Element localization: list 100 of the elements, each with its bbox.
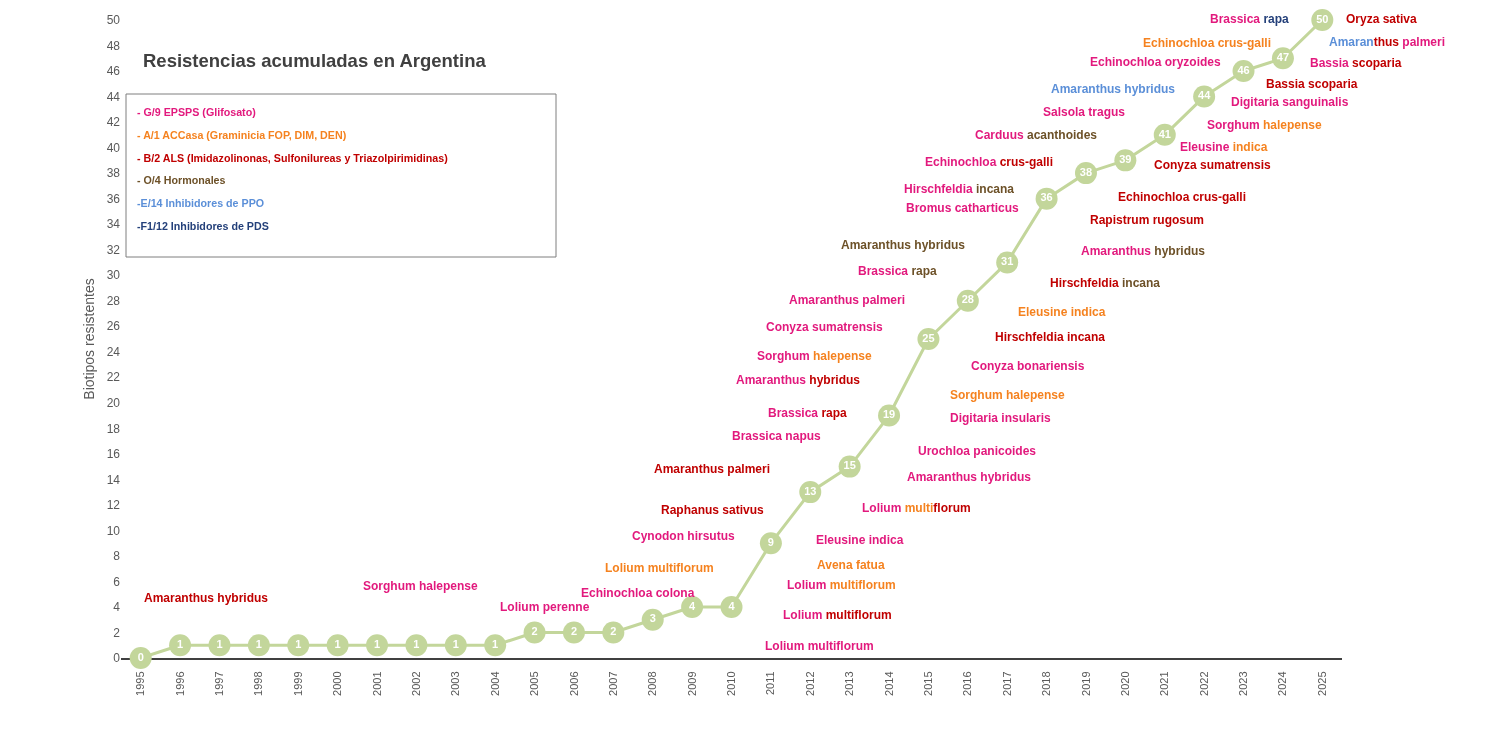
data-label: 1 — [373, 637, 381, 650]
annotation: Lolium multiflorum — [862, 501, 971, 515]
x-tick-label: 2003 — [449, 671, 462, 696]
annotation: Amaranthus palmeri — [789, 293, 906, 307]
data-label: 15 — [843, 459, 856, 472]
annotation: - A/1 ACCasa (Graminicia FOP, DIM, DEN) — [137, 129, 347, 141]
y-tick-label: 24 — [106, 344, 121, 359]
y-tick-label: 4 — [113, 600, 121, 615]
data-label: 1 — [334, 637, 341, 650]
y-tick-label: 22 — [106, 370, 121, 385]
x-tick-label: 2025 — [1315, 671, 1328, 696]
x-tick-label: 1995 — [134, 671, 147, 696]
annotation: Digitaria insularis — [950, 411, 1052, 425]
point — [641, 608, 664, 631]
y-axis-title: Biotipos resistentes — [81, 278, 98, 400]
data-label: 46 — [1237, 63, 1250, 76]
x-tick-label: 2002 — [409, 671, 422, 696]
annotation: Bassia scoparia — [1266, 77, 1358, 91]
y-tick-label: 34 — [106, 217, 121, 232]
x-tick-label: 2012 — [803, 671, 816, 696]
annotation: Echinochloa colona — [581, 586, 695, 600]
x-tick-label: 2021 — [1158, 671, 1171, 696]
annotation: Sorghum halepense — [757, 349, 873, 363]
x-tick-label: 2005 — [528, 671, 541, 696]
data-label: 1 — [413, 637, 420, 650]
y-tick-label: 2 — [113, 625, 121, 640]
x-tick-label: 2004 — [488, 671, 501, 696]
annotation: Amaranthus hybridus — [736, 373, 861, 387]
data-label: 1 — [452, 637, 459, 650]
annotation: Bromus catharticus — [906, 201, 1020, 215]
annotation: Echinochloa crus-galli — [1143, 36, 1272, 50]
x-tick-label: 2008 — [646, 671, 659, 696]
x-tick-label: 2000 — [331, 671, 344, 696]
annotation: Eleusine indica — [1180, 140, 1268, 154]
annotation: Sorghum halepense — [1207, 118, 1323, 132]
y-tick-label: 12 — [106, 498, 121, 513]
y-tick-label: 6 — [113, 574, 121, 589]
data-label: 1 — [492, 637, 499, 650]
x-tick-label: 1999 — [291, 671, 304, 696]
data-label: 28 — [961, 293, 974, 306]
data-label: 2 — [570, 625, 578, 638]
y-tick-label: 18 — [106, 421, 121, 436]
y-tick-label: 32 — [106, 242, 121, 257]
annotation: Sorghum halepense — [950, 388, 1066, 402]
x-tick-label: 1998 — [252, 671, 265, 696]
y-tick-label: 50 — [106, 13, 121, 28]
annotation: Echinochloa crus-galli — [1118, 190, 1247, 204]
annotation: Sorghum halepense — [363, 579, 479, 593]
data-label: 1 — [177, 637, 184, 650]
data-label: 50 — [1316, 12, 1329, 25]
point — [444, 634, 467, 657]
annotation: Conyza sumatrensis — [1154, 158, 1272, 172]
x-tick-label: 1997 — [213, 671, 226, 696]
point — [208, 634, 231, 657]
annotation: Brassica rapa — [858, 264, 938, 278]
x-tick-label: 2013 — [843, 671, 856, 696]
point — [247, 634, 270, 657]
point — [602, 621, 625, 644]
x-tick-label: 2011 — [764, 671, 777, 696]
x-tick-label: 2024 — [1276, 671, 1289, 696]
text: Resistencias acumuladas en Argentina — [143, 50, 487, 72]
data-label: 19 — [882, 408, 896, 421]
data-label: 36 — [1040, 191, 1053, 204]
annotation: Amaranthus hybridus — [841, 238, 966, 252]
annotation: -F1/12 Inhibidores de PDS — [137, 220, 269, 232]
x-tick-label: 2015 — [922, 671, 935, 696]
data-label: 1 — [255, 637, 262, 650]
x-tick-label: 2023 — [1237, 671, 1250, 696]
x-tick-label: 2010 — [725, 671, 738, 696]
annotation: Amaranthus hybridus — [1051, 82, 1176, 96]
data-label: 3 — [649, 612, 656, 625]
point — [405, 634, 428, 657]
data-label: 1 — [216, 637, 223, 650]
annotation: Amaranthus palmeri — [654, 462, 771, 476]
y-tick-label: 48 — [106, 38, 121, 53]
data-label: 13 — [804, 484, 817, 497]
data-label: 31 — [1001, 255, 1014, 268]
annotation: Brassica rapa — [1210, 12, 1290, 26]
annotation: Rapistrum rugosum — [1090, 213, 1205, 227]
text: Oryza sativa — [1346, 12, 1418, 26]
annotation: -E/14 Inhibidores de PPO — [137, 197, 265, 209]
annotation: - O/4 Hormonales — [137, 174, 226, 186]
annotation: Echinochloa crus-galli — [925, 155, 1054, 169]
y-tick-label: 20 — [106, 396, 121, 410]
annotation: Lolium multiflorum — [765, 639, 874, 653]
annotation: Cynodon hirsutus — [632, 529, 735, 543]
annotation: Salsola tragus — [1043, 105, 1126, 119]
y-tick-label: 0 — [113, 651, 121, 666]
annotation: Lolium multiflorum — [787, 578, 896, 592]
data-label: 41 — [1158, 127, 1171, 140]
annotation: Eleusine indica — [1018, 305, 1106, 319]
data-label: 0 — [137, 650, 144, 663]
data-label: 4 — [689, 599, 697, 612]
annotation: Amaranthus hybridus — [144, 591, 269, 605]
y-tick-label: 46 — [106, 64, 121, 79]
data-label: 1 — [295, 637, 302, 650]
annotation: Raphanus sativus — [661, 503, 765, 517]
annotation: Hirschfeldia incana — [995, 330, 1106, 344]
annotation: Lolium multiflorum — [605, 561, 714, 575]
y-tick-label: 14 — [106, 472, 121, 487]
